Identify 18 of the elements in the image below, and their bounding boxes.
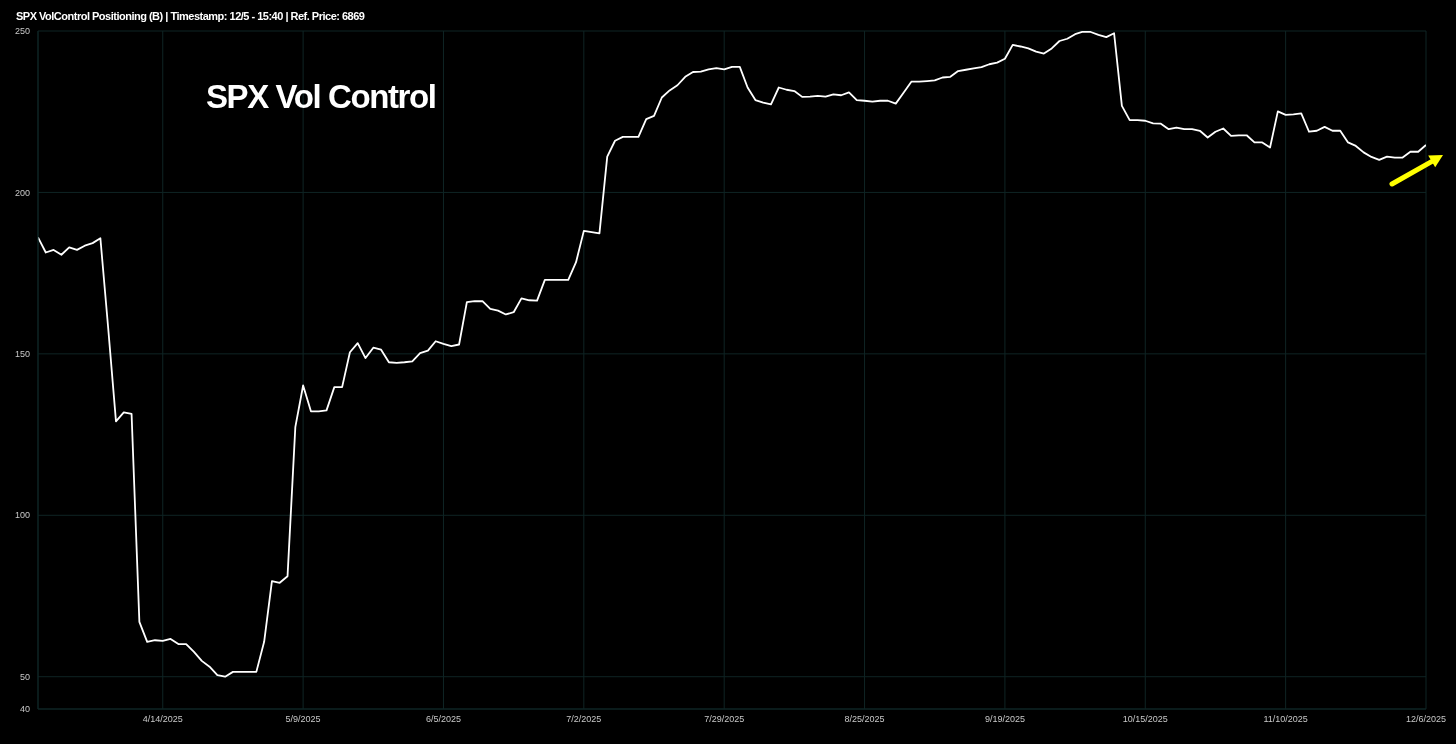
y-tick-label: 50 — [19, 671, 30, 682]
y-tick-label: 40 — [19, 704, 30, 715]
y-tick-label: 100 — [14, 510, 30, 521]
annotation: SPX Vol Control — [206, 78, 436, 115]
x-tick-label: 11/10/2025 — [1263, 714, 1308, 725]
x-tick-label: 7/29/2025 — [704, 714, 745, 725]
y-tick-label: 250 — [14, 26, 30, 37]
x-tick-label: 5/9/2025 — [285, 714, 321, 725]
x-tick-label: 10/15/2025 — [1122, 714, 1168, 725]
x-tick-label: 8/25/2025 — [844, 714, 885, 725]
x-tick-label: 6/5/2025 — [425, 714, 462, 725]
x-tick-label: 7/2/2025 — [566, 714, 602, 725]
y-tick-label: 150 — [14, 349, 30, 360]
x-tick-label: 12/6/2025 — [1405, 714, 1447, 725]
y-tick-label: 200 — [14, 187, 30, 198]
x-tick-label: 9/19/2025 — [984, 714, 1025, 725]
x-tick-label: 4/14/2025 — [142, 714, 183, 725]
chart-title: SPX VolControl Positioning (B) | Timestamp: 12/5 - 15:40 | Ref. Price: 6869 — [16, 10, 365, 22]
